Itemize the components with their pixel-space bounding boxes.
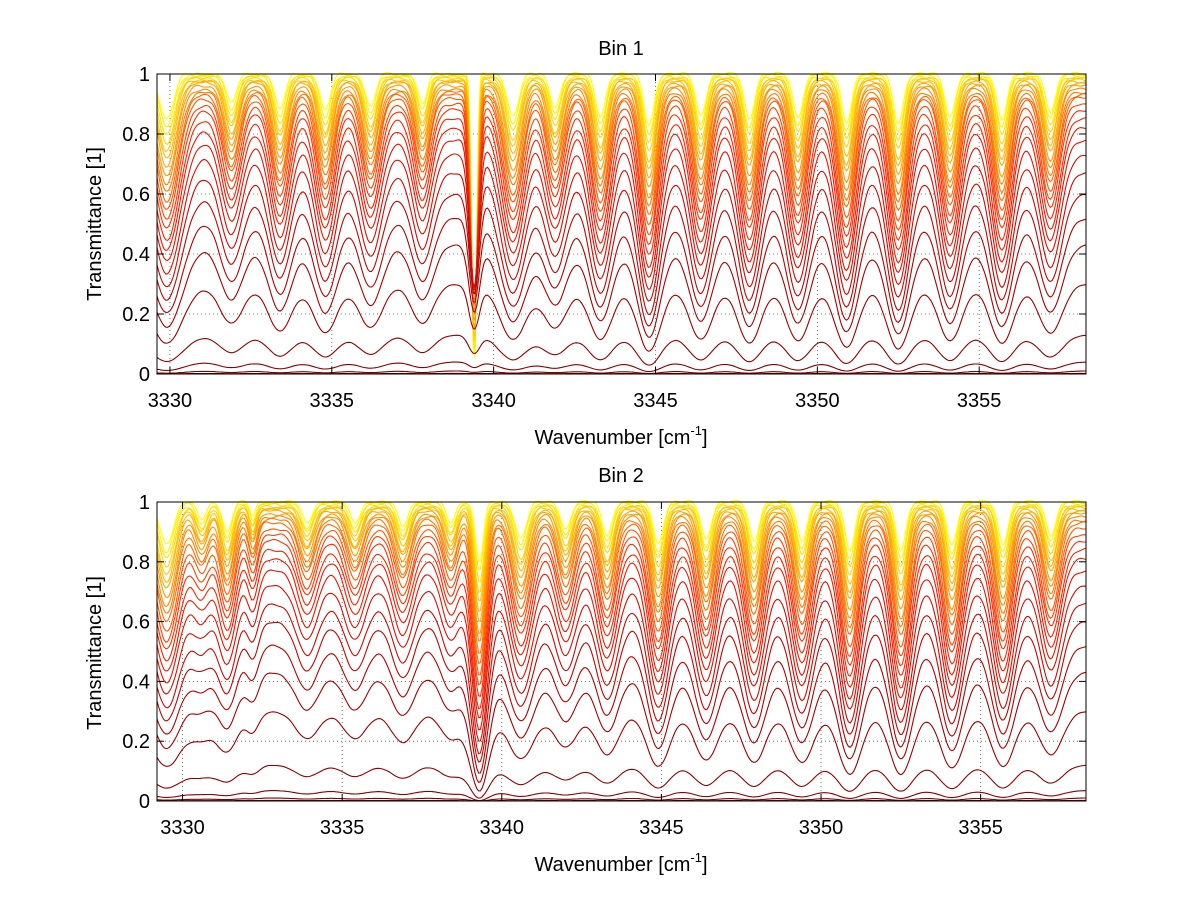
series-line bbox=[156, 621, 1087, 763]
series-line bbox=[156, 602, 1087, 755]
grid-layer bbox=[157, 502, 1086, 801]
x-axis-label-main: Wavenumber [cm bbox=[534, 427, 690, 449]
series-line bbox=[156, 172, 1087, 302]
series-line bbox=[156, 284, 1087, 352]
y-tick-label: 0.2 bbox=[122, 731, 150, 753]
y-tick-label: 0.6 bbox=[122, 612, 150, 634]
series-line bbox=[156, 108, 1087, 295]
x-tick-label: 3350 bbox=[795, 390, 840, 412]
series-line bbox=[156, 153, 1087, 290]
x-tick-label: 3350 bbox=[799, 817, 844, 839]
x-ticks: 3330 3335 3340 3345 3350 3355 bbox=[148, 74, 1002, 412]
y-tick-label: 1 bbox=[139, 492, 150, 514]
y-tick-label: 0.8 bbox=[122, 552, 150, 574]
series-line bbox=[156, 671, 1087, 783]
series-line bbox=[156, 644, 1087, 774]
y-tick-label: 0.8 bbox=[122, 124, 150, 146]
x-axis-label: Wavenumber [cm-1] bbox=[534, 850, 707, 876]
plot-area bbox=[156, 73, 1087, 375]
series-line bbox=[156, 504, 1087, 594]
x-tick-label: 3335 bbox=[310, 390, 355, 412]
series-line bbox=[156, 547, 1087, 710]
series-line bbox=[156, 502, 1087, 583]
y-tick-label: 0 bbox=[139, 364, 150, 386]
y-ticks: 0 0.2 0.4 0.6 0.8 1 bbox=[122, 64, 1086, 386]
series-line bbox=[156, 533, 1087, 686]
series-line bbox=[156, 80, 1087, 328]
series-line bbox=[156, 790, 1086, 802]
y-ticks: 0 0.2 0.4 0.6 0.8 1 bbox=[122, 492, 1086, 813]
grid-layer bbox=[157, 74, 1086, 374]
series-line bbox=[156, 569, 1087, 731]
series-layer bbox=[156, 499, 1087, 802]
x-tick-label: 3330 bbox=[160, 817, 205, 839]
x-tick-label: 3355 bbox=[958, 817, 1003, 839]
x-tick-label: 3340 bbox=[471, 390, 516, 412]
y-tick-label: 1 bbox=[139, 64, 150, 86]
series-line bbox=[156, 517, 1087, 654]
x-axis-label-superscript: -1 bbox=[690, 850, 702, 865]
series-line bbox=[156, 585, 1087, 742]
series-line bbox=[156, 193, 1087, 316]
series-line bbox=[156, 370, 1086, 375]
series-line bbox=[156, 127, 1087, 288]
series-line bbox=[156, 77, 1087, 338]
chart-title: Bin 2 bbox=[598, 465, 644, 487]
series-layer bbox=[156, 71, 1087, 375]
series-line bbox=[156, 361, 1086, 373]
series-line bbox=[156, 73, 1087, 352]
x-axis-label-end: ] bbox=[702, 854, 708, 876]
series-line bbox=[156, 538, 1087, 697]
series-line bbox=[156, 218, 1087, 327]
series-line bbox=[156, 79, 1087, 331]
chart-panel-bin-2: Bin 2 Transmittance [1] Wavenumber [cm-1… bbox=[84, 465, 1087, 876]
plot-area bbox=[156, 501, 1087, 802]
y-tick-label: 0.6 bbox=[122, 184, 150, 206]
series-line bbox=[156, 509, 1087, 622]
series-line bbox=[156, 139, 1087, 286]
series-line bbox=[156, 521, 1087, 665]
series-line bbox=[156, 711, 1087, 792]
x-ticks: 3330 3335 3340 3345 3350 3355 bbox=[160, 502, 1003, 839]
x-axis-label: Wavenumber [cm-1] bbox=[534, 423, 707, 449]
y-tick-label: 0.2 bbox=[122, 304, 150, 326]
series-line bbox=[156, 334, 1087, 366]
x-tick-label: 3355 bbox=[957, 390, 1002, 412]
x-tick-label: 3335 bbox=[320, 817, 365, 839]
series-line bbox=[156, 117, 1087, 290]
series-line bbox=[156, 84, 1087, 323]
x-axis-label-end: ] bbox=[702, 427, 708, 449]
series-line bbox=[156, 96, 1087, 302]
series-line bbox=[156, 797, 1086, 802]
y-axis-label: Transmittance [1] bbox=[84, 147, 106, 301]
series-line bbox=[156, 501, 1087, 571]
x-tick-label: 3345 bbox=[633, 390, 678, 412]
y-axis-label: Transmittance [1] bbox=[84, 576, 106, 730]
y-tick-label: 0.4 bbox=[122, 244, 150, 266]
y-tick-label: 0.4 bbox=[122, 671, 150, 693]
y-tick-label: 0 bbox=[139, 791, 150, 813]
series-line bbox=[156, 507, 1087, 613]
series-line bbox=[156, 90, 1087, 313]
x-axis-label-superscript: -1 bbox=[690, 423, 702, 438]
chart-panel-bin-1: Bin 1 Transmittance [1] Wavenumber [cm-1… bbox=[84, 38, 1087, 449]
series-line bbox=[156, 764, 1087, 799]
x-axis-label-main: Wavenumber [cm bbox=[534, 854, 690, 876]
x-tick-label: 3330 bbox=[148, 390, 193, 412]
x-tick-label: 3345 bbox=[639, 817, 684, 839]
series-line bbox=[156, 557, 1087, 719]
chart-title: Bin 1 bbox=[598, 38, 644, 60]
series-line bbox=[156, 515, 1087, 642]
series-line bbox=[156, 87, 1087, 315]
series-line bbox=[156, 244, 1087, 338]
x-tick-label: 3340 bbox=[480, 817, 525, 839]
series-line bbox=[156, 512, 1087, 634]
series-line bbox=[156, 527, 1087, 676]
series-line bbox=[156, 71, 1087, 358]
series-line bbox=[156, 93, 1087, 308]
series-line bbox=[156, 102, 1087, 296]
